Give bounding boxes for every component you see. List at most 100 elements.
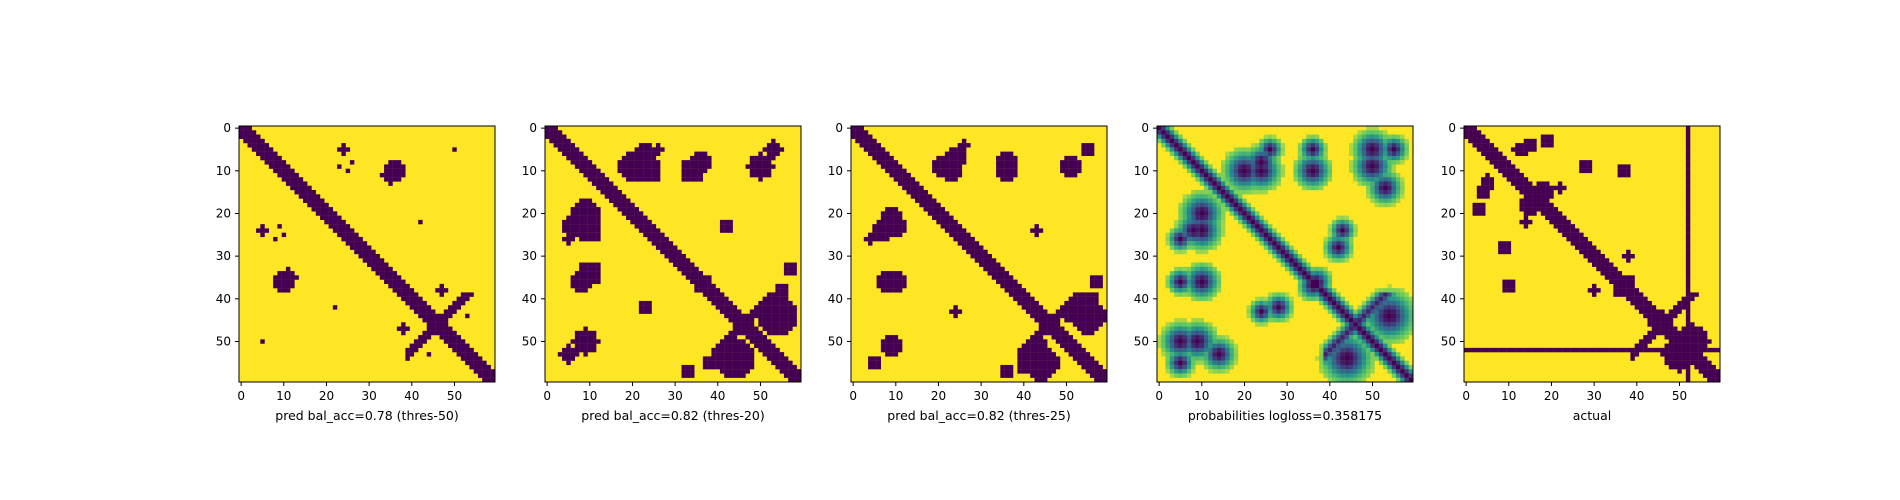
heatmap-cell	[1077, 347, 1082, 353]
heatmap-cell	[711, 360, 716, 366]
heatmap-cell	[664, 241, 669, 246]
heatmap-cell	[1374, 288, 1380, 293]
heatmap-cell	[1242, 215, 1247, 221]
heatmap-cell	[574, 347, 580, 353]
heatmap-cell	[1297, 283, 1303, 289]
heatmap-cell	[1387, 202, 1392, 208]
heatmap-cell	[1216, 181, 1222, 186]
heatmap-cell	[1169, 326, 1175, 331]
heatmap-cell	[1387, 283, 1392, 289]
heatmap-cell	[1685, 318, 1691, 323]
heatmap-cell	[405, 288, 410, 293]
heatmap-cell	[1383, 352, 1388, 357]
heatmap-cell	[775, 347, 780, 353]
heatmap-cell	[439, 313, 444, 319]
heatmap-cell	[643, 309, 648, 314]
heatmap-cells	[239, 126, 496, 383]
heatmap-cell	[1545, 143, 1550, 148]
heatmap-cell	[1493, 160, 1499, 165]
heatmap-cell	[392, 177, 398, 182]
heatmap-cell	[1178, 143, 1183, 148]
heatmap-cell	[1319, 164, 1324, 169]
heatmap-cell	[1094, 292, 1099, 297]
heatmap-cell	[1263, 305, 1269, 310]
heatmap-cell	[1353, 147, 1358, 152]
heatmap-cell	[1562, 215, 1567, 221]
heatmap-cell	[1199, 275, 1205, 280]
heatmap-cell	[1280, 143, 1286, 148]
heatmap-cell	[1289, 300, 1294, 306]
heatmap-cell	[1323, 356, 1328, 361]
heatmap-cell	[1638, 300, 1644, 306]
heatmap-cell	[1000, 172, 1005, 178]
heatmap-cell	[452, 330, 457, 336]
heatmap-cell	[422, 335, 427, 340]
heatmap-cell	[1030, 360, 1035, 366]
heatmap-cell	[876, 151, 882, 157]
heatmap-cell	[1000, 164, 1005, 169]
heatmap-cell	[290, 172, 295, 178]
heatmap-cell	[1182, 215, 1188, 221]
heatmap-cell	[1685, 215, 1691, 221]
heatmap-cell	[974, 254, 980, 259]
heatmap-cell	[1331, 309, 1337, 314]
heatmap-cell	[1174, 134, 1179, 139]
heatmap-cell	[591, 172, 597, 178]
heatmap-cell	[562, 219, 567, 225]
heatmap-cell	[1387, 288, 1392, 293]
heatmap-cell	[1400, 155, 1405, 161]
heatmap-cell	[1259, 151, 1264, 157]
heatmap-cell	[596, 279, 601, 285]
heatmap-cell	[1327, 373, 1333, 378]
heatmap-cell	[320, 202, 325, 208]
x-tick-label: 10	[582, 389, 597, 403]
heatmap-cell	[1178, 241, 1183, 246]
heatmap-cell	[1327, 172, 1333, 178]
heatmap-cell	[1331, 300, 1337, 306]
heatmap-cell	[418, 343, 423, 349]
heatmap-cell	[579, 219, 584, 225]
heatmap-cell	[1353, 168, 1358, 174]
heatmap-cell	[1532, 190, 1537, 195]
heatmap-cell	[583, 262, 588, 267]
heatmap-cell	[910, 194, 916, 199]
heatmap-cell	[855, 134, 860, 139]
heatmap-cell	[1626, 279, 1631, 285]
heatmap-cell	[749, 352, 755, 357]
heatmap-cell	[754, 160, 759, 165]
heatmap-cell	[1212, 275, 1217, 280]
heatmap-cell	[409, 292, 415, 297]
heatmap-cell	[1195, 211, 1200, 216]
heatmap-cell	[1685, 360, 1691, 366]
heatmap-cell	[1617, 275, 1623, 280]
heatmap-cell	[1506, 177, 1512, 182]
heatmap-cell	[1357, 377, 1362, 383]
heatmap-cell	[1186, 207, 1192, 212]
heatmap-cell	[1203, 215, 1209, 221]
heatmap-cell	[341, 143, 346, 148]
heatmap-cell	[1161, 339, 1166, 344]
heatmap-cell	[1004, 172, 1010, 178]
heatmap-cell	[579, 339, 584, 344]
heatmap-cell	[1685, 130, 1691, 135]
heatmap-cell	[737, 330, 742, 336]
heatmap-cell	[1250, 305, 1256, 310]
heatmap-cell	[863, 147, 869, 152]
x-tick-label: 40	[710, 389, 725, 403]
heatmap-cell	[779, 283, 785, 289]
heatmap-cell	[1186, 369, 1192, 374]
heatmap-cell	[1043, 347, 1048, 353]
heatmap-cell	[396, 292, 402, 297]
heatmap-cell	[1485, 347, 1490, 353]
heatmap-cell	[1562, 232, 1567, 238]
heatmap-cell	[1208, 224, 1213, 229]
heatmap-cell	[1387, 168, 1392, 174]
heatmap-cell	[1374, 347, 1380, 353]
heatmap-cell	[1064, 335, 1069, 340]
heatmap-cell	[1221, 198, 1226, 203]
heatmap-cell	[1353, 339, 1358, 344]
heatmap-cell	[1566, 228, 1571, 233]
heatmap-cell	[1327, 160, 1333, 165]
heatmap-cell	[1327, 283, 1333, 289]
heatmap-cell	[562, 134, 567, 139]
